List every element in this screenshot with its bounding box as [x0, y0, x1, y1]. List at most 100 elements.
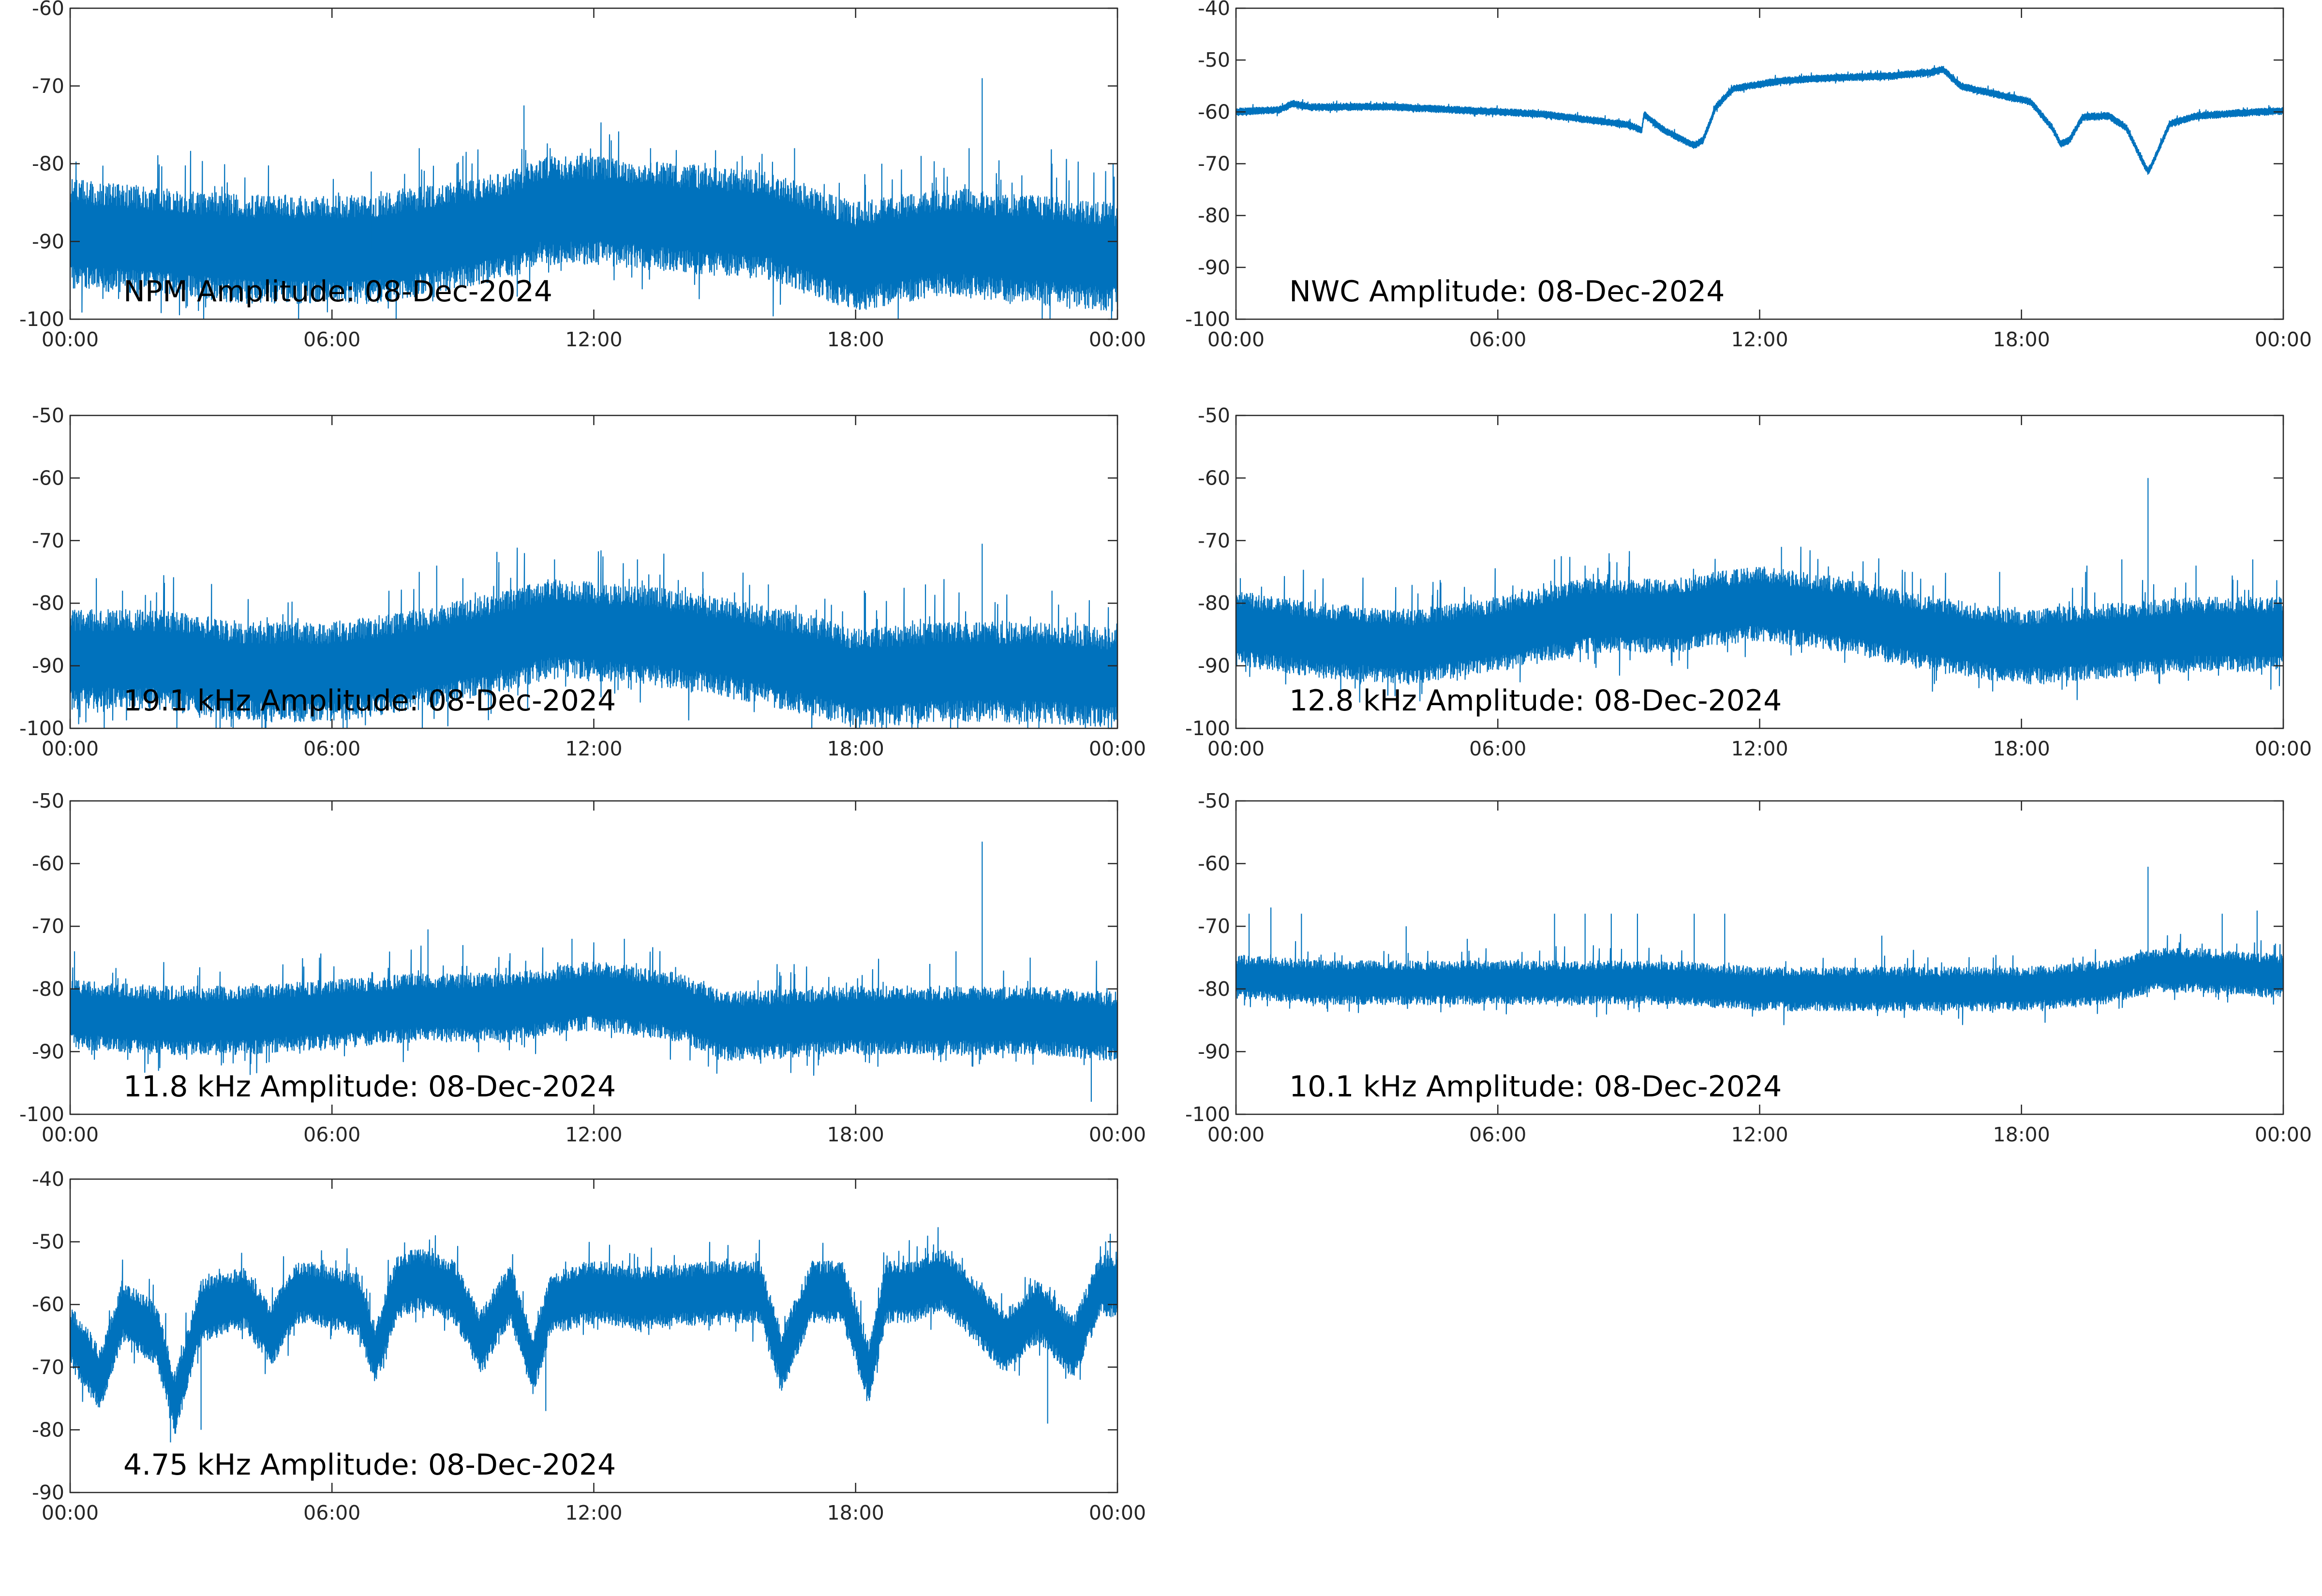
chart-panel-1: 00:00 06:00 12:00 18:00 00:00-100-90-80-70-6… [19, 0, 1146, 351]
series-line [70, 943, 1117, 1075]
x-tick-label: 12:00 [1731, 1123, 1788, 1146]
x-tick-label: 12:00 [565, 1501, 622, 1524]
y-tick-label: -90 [1198, 1040, 1230, 1063]
x-tick-label: 06:00 [303, 737, 360, 760]
y-tick-label: -80 [32, 1418, 64, 1441]
y-tick-label: -70 [1198, 915, 1230, 938]
x-tick-label: 00:00 [42, 1501, 99, 1524]
y-tick-label: -40 [1198, 0, 1230, 20]
y-tick-label: -90 [32, 1481, 64, 1504]
y-tick-label: -60 [32, 1293, 64, 1316]
series-line [70, 1227, 1117, 1433]
y-tick-label: -80 [1198, 204, 1230, 227]
y-tick-label: -70 [32, 529, 64, 552]
y-tick-label: -60 [32, 0, 64, 20]
y-tick-label: -80 [32, 591, 64, 615]
x-tick-label: 18:00 [1993, 328, 2050, 351]
y-tick-label: -90 [32, 230, 64, 253]
x-tick-label: 18:00 [827, 328, 884, 351]
y-tick-label: -70 [32, 915, 64, 938]
chart-panel-4: 00:00 06:00 12:00 18:00 00:00-100-90-80-70-6… [1185, 404, 2312, 760]
series-line [1236, 934, 2283, 1025]
y-tick-label: -90 [1198, 654, 1230, 678]
x-tick-label: 12:00 [565, 737, 622, 760]
y-tick-label: -50 [32, 404, 64, 427]
x-tick-label: 00:00 [1207, 1123, 1265, 1146]
y-tick-label: -80 [32, 152, 64, 176]
panel-title: 10.1 kHz Amplitude: 08-Dec-2024 [1289, 1070, 1782, 1104]
x-tick-label: 00:00 [2255, 328, 2312, 351]
panel-title: 11.8 kHz Amplitude: 08-Dec-2024 [123, 1070, 616, 1104]
y-tick-label: -50 [32, 1230, 64, 1254]
y-tick-label: -70 [1198, 152, 1230, 176]
axes-frame [1236, 801, 2283, 1114]
figure: 00:00 06:00 12:00 18:00 00:00-100-90-80-70-6… [0, 0, 2322, 1596]
x-tick-label: 00:00 [1207, 328, 1265, 351]
x-tick-label: 12:00 [565, 1123, 622, 1146]
y-tick-label: -60 [1198, 100, 1230, 123]
chart-panel-6: 00:00 06:00 12:00 18:00 00:00-100-90-80-70-6… [1185, 789, 2312, 1146]
y-tick-label: -90 [32, 1040, 64, 1063]
x-tick-label: 18:00 [827, 737, 884, 760]
x-tick-label: 00:00 [42, 1123, 99, 1146]
axes-frame [70, 1179, 1117, 1493]
chart-panel-5: 00:00 06:00 12:00 18:00 00:00-100-90-80-70-6… [19, 789, 1146, 1146]
panel-title: 19.1 kHz Amplitude: 08-Dec-2024 [123, 684, 616, 718]
series-line [1236, 66, 2283, 175]
y-tick-label: -60 [1198, 852, 1230, 875]
x-tick-label: 06:00 [1469, 1123, 1526, 1146]
x-tick-label: 00:00 [42, 737, 99, 760]
x-tick-label: 00:00 [2255, 737, 2312, 760]
y-tick-label: -100 [1185, 717, 1230, 740]
y-tick-label: -50 [32, 789, 64, 813]
x-tick-label: 00:00 [1089, 1123, 1146, 1146]
x-tick-label: 18:00 [827, 1501, 884, 1524]
chart-panel-7: 00:00 06:00 12:00 18:00 00:00-90-80-70-60-50… [32, 1167, 1146, 1524]
axes-frame [1236, 8, 2283, 319]
x-tick-label: 06:00 [1469, 328, 1526, 351]
y-tick-label: -100 [19, 308, 64, 331]
x-tick-label: 06:00 [303, 1501, 360, 1524]
panel-title: NWC Amplitude: 08-Dec-2024 [1289, 275, 1725, 309]
y-tick-label: -60 [32, 466, 64, 489]
x-tick-label: 12:00 [565, 328, 622, 351]
x-tick-label: 00:00 [1089, 1501, 1146, 1524]
y-tick-label: -60 [32, 852, 64, 875]
y-tick-label: -80 [1198, 977, 1230, 1001]
y-tick-label: -100 [19, 1103, 64, 1126]
x-tick-label: 00:00 [42, 328, 99, 351]
x-tick-label: 18:00 [827, 1123, 884, 1146]
x-tick-label: 00:00 [1089, 328, 1146, 351]
y-tick-label: -90 [32, 654, 64, 678]
y-tick-label: -40 [32, 1167, 64, 1191]
series-line [1236, 547, 2283, 702]
y-tick-label: -100 [1185, 308, 1230, 331]
x-tick-label: 18:00 [1993, 737, 2050, 760]
x-tick-label: 00:00 [2255, 1123, 2312, 1146]
y-tick-label: -70 [32, 1356, 64, 1379]
x-tick-label: 12:00 [1731, 737, 1788, 760]
y-tick-label: -70 [1198, 529, 1230, 552]
y-tick-label: -60 [1198, 466, 1230, 489]
y-tick-label: -100 [19, 717, 64, 740]
y-tick-label: -100 [1185, 1103, 1230, 1126]
chart-panel-3: 00:00 06:00 12:00 18:00 00:00-100-90-80-70-6… [19, 404, 1146, 760]
x-tick-label: 00:00 [1089, 737, 1146, 760]
x-tick-label: 06:00 [303, 1123, 360, 1146]
y-tick-label: -70 [32, 74, 64, 98]
x-tick-label: 00:00 [1207, 737, 1265, 760]
y-tick-label: -80 [1198, 591, 1230, 615]
chart-panel-2: 00:00 06:00 12:00 18:00 00:00-100-90-80-70-6… [1185, 0, 2312, 351]
x-tick-label: 18:00 [1993, 1123, 2050, 1146]
x-tick-label: 12:00 [1731, 328, 1788, 351]
y-tick-label: -50 [1198, 789, 1230, 813]
x-tick-label: 06:00 [1469, 737, 1526, 760]
y-tick-label: -80 [32, 977, 64, 1001]
x-tick-label: 06:00 [303, 328, 360, 351]
panel-title: 4.75 kHz Amplitude: 08-Dec-2024 [123, 1448, 616, 1482]
panel-title: 12.8 kHz Amplitude: 08-Dec-2024 [1289, 684, 1782, 718]
panel-title: NPM Amplitude: 08-Dec-2024 [123, 275, 552, 309]
y-tick-label: -90 [1198, 256, 1230, 279]
y-tick-label: -50 [1198, 48, 1230, 72]
y-tick-label: -50 [1198, 404, 1230, 427]
